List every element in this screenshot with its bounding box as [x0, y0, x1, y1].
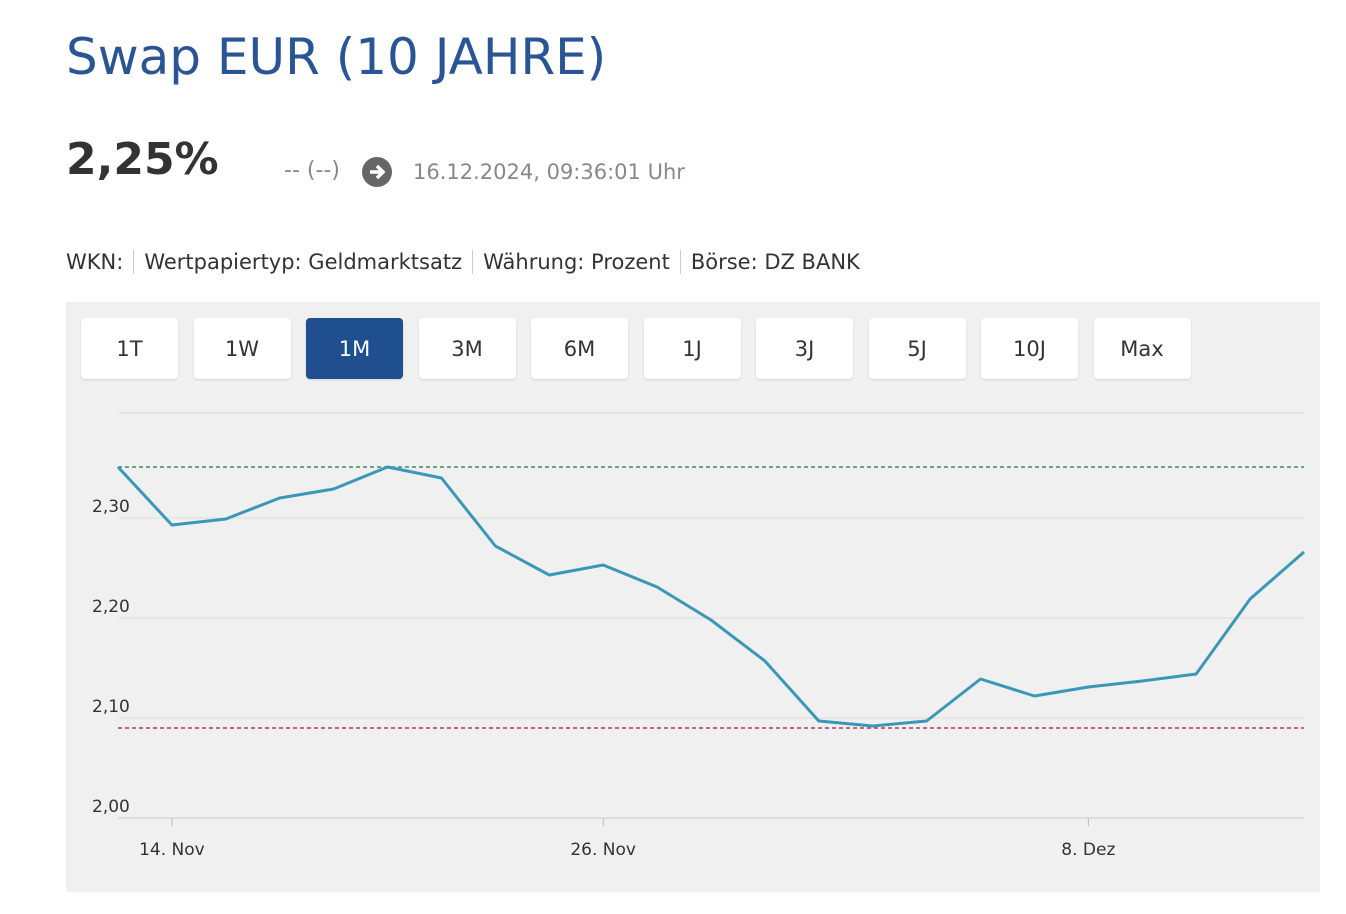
timestamp: 16.12.2024, 09:36:01 Uhr: [413, 160, 685, 184]
range-button[interactable]: 1M: [306, 318, 403, 379]
x-tick-label: 26. Nov: [570, 840, 636, 860]
chart-panel: [66, 302, 1320, 892]
info-item: WKN:: [66, 250, 124, 274]
arrow-icon[interactable]: [361, 156, 393, 188]
info-item: Währung: Prozent: [472, 250, 680, 274]
data-line: [116, 465, 1305, 728]
change: -- (--): [284, 158, 340, 183]
info-bar: WKN: Wertpapiertyp: Geldmarktsatz Währung:…: [66, 250, 870, 274]
page-title: Swap EUR (10 JAHRE): [66, 28, 607, 86]
info-item: Wertpapiertyp: Geldmarktsatz: [133, 250, 472, 274]
range-button[interactable]: 6M: [531, 318, 628, 379]
y-tick-label: 2,00: [92, 797, 130, 817]
y-tick-label: 2,20: [92, 597, 130, 617]
y-tick-label: 2,30: [92, 497, 130, 517]
x-tick-label: 8. Dez: [1061, 840, 1115, 860]
range-button[interactable]: Max: [1093, 318, 1191, 379]
range-button[interactable]: 1W: [193, 318, 291, 379]
range-button[interactable]: 1T: [81, 318, 178, 379]
info-item: Börse: DZ BANK: [679, 250, 870, 274]
x-tick-label: 14. Nov: [139, 840, 205, 860]
range-button[interactable]: 3M: [418, 318, 516, 379]
y-tick-label: 2,10: [92, 697, 130, 717]
range-button[interactable]: 3J: [756, 318, 853, 379]
range-button[interactable]: 10J: [981, 318, 1078, 379]
range-button[interactable]: 5J: [868, 318, 966, 379]
price: 2,25%: [66, 134, 219, 185]
range-button[interactable]: 1J: [643, 318, 741, 379]
